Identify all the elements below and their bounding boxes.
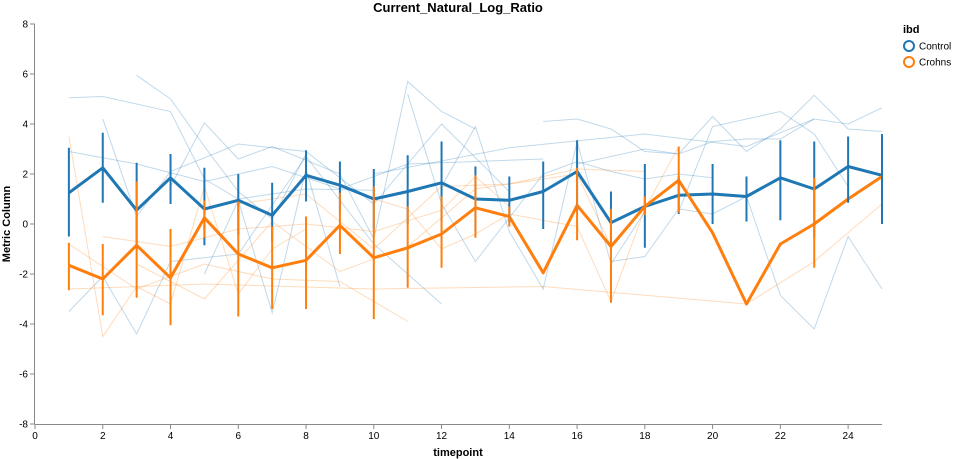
- y-tick-label--6: -6: [19, 370, 28, 381]
- x-tick-label-6: 6: [235, 431, 241, 442]
- x-tick-label-0: 0: [32, 431, 38, 442]
- x-tick-label-14: 14: [504, 431, 516, 442]
- legend-label-crohns: Crohns: [919, 58, 951, 69]
- x-tick-label-8: 8: [303, 431, 309, 442]
- plot-area: [67, 74, 883, 338]
- x-tick-label-22: 22: [775, 431, 787, 442]
- x-tick-label-20: 20: [707, 431, 719, 442]
- background-line-control-11: [678, 110, 849, 212]
- chart-title: Current_Natural_Log_Ratio: [373, 0, 543, 15]
- legend-marker-control: [903, 40, 915, 52]
- background-line-crohns-18: [373, 146, 680, 303]
- y-tick-label-6: 6: [22, 70, 28, 81]
- legend-marker-crohns: [903, 56, 915, 68]
- y-tick-label--8: -8: [19, 420, 28, 431]
- y-tick-label-4: 4: [22, 120, 28, 131]
- x-axis: 0 2 4 6 8 10 12 14 16 18 20 22 24: [32, 424, 882, 442]
- y-tick-label-8: 8: [22, 20, 28, 31]
- x-tick-label-18: 18: [639, 431, 651, 442]
- y-tick-label--4: -4: [19, 320, 28, 331]
- background-line-control-9: [576, 107, 883, 165]
- background-line-control-12: [373, 118, 815, 175]
- background-line-control-2: [102, 118, 510, 218]
- y-axis-title: Metric Column: [1, 186, 13, 263]
- x-tick-label-16: 16: [572, 431, 584, 442]
- x-axis-title: timepoint: [433, 447, 483, 459]
- background-line-control-8: [543, 94, 883, 155]
- legend-title: ibd: [903, 24, 920, 36]
- legend: ibd Control Crohns: [903, 24, 951, 69]
- y-tick-label-2: 2: [22, 170, 28, 181]
- x-tick-label-24: 24: [843, 431, 855, 442]
- background-line-control-4: [68, 155, 442, 336]
- y-tick-label-0: 0: [22, 220, 28, 231]
- y-axis: -8 -6 -4 -2 0 2 4 6 8: [19, 20, 35, 431]
- x-tick-label-2: 2: [100, 431, 106, 442]
- y-tick-label--2: -2: [19, 270, 28, 281]
- background-line-control-13: [203, 167, 341, 315]
- error-bars: [67, 132, 883, 326]
- background-line-control-5: [170, 80, 476, 241]
- x-tick-label-4: 4: [168, 431, 174, 442]
- x-tick-label-12: 12: [436, 431, 448, 442]
- x-tick-label-10: 10: [368, 431, 380, 442]
- legend-label-control: Control: [919, 42, 951, 53]
